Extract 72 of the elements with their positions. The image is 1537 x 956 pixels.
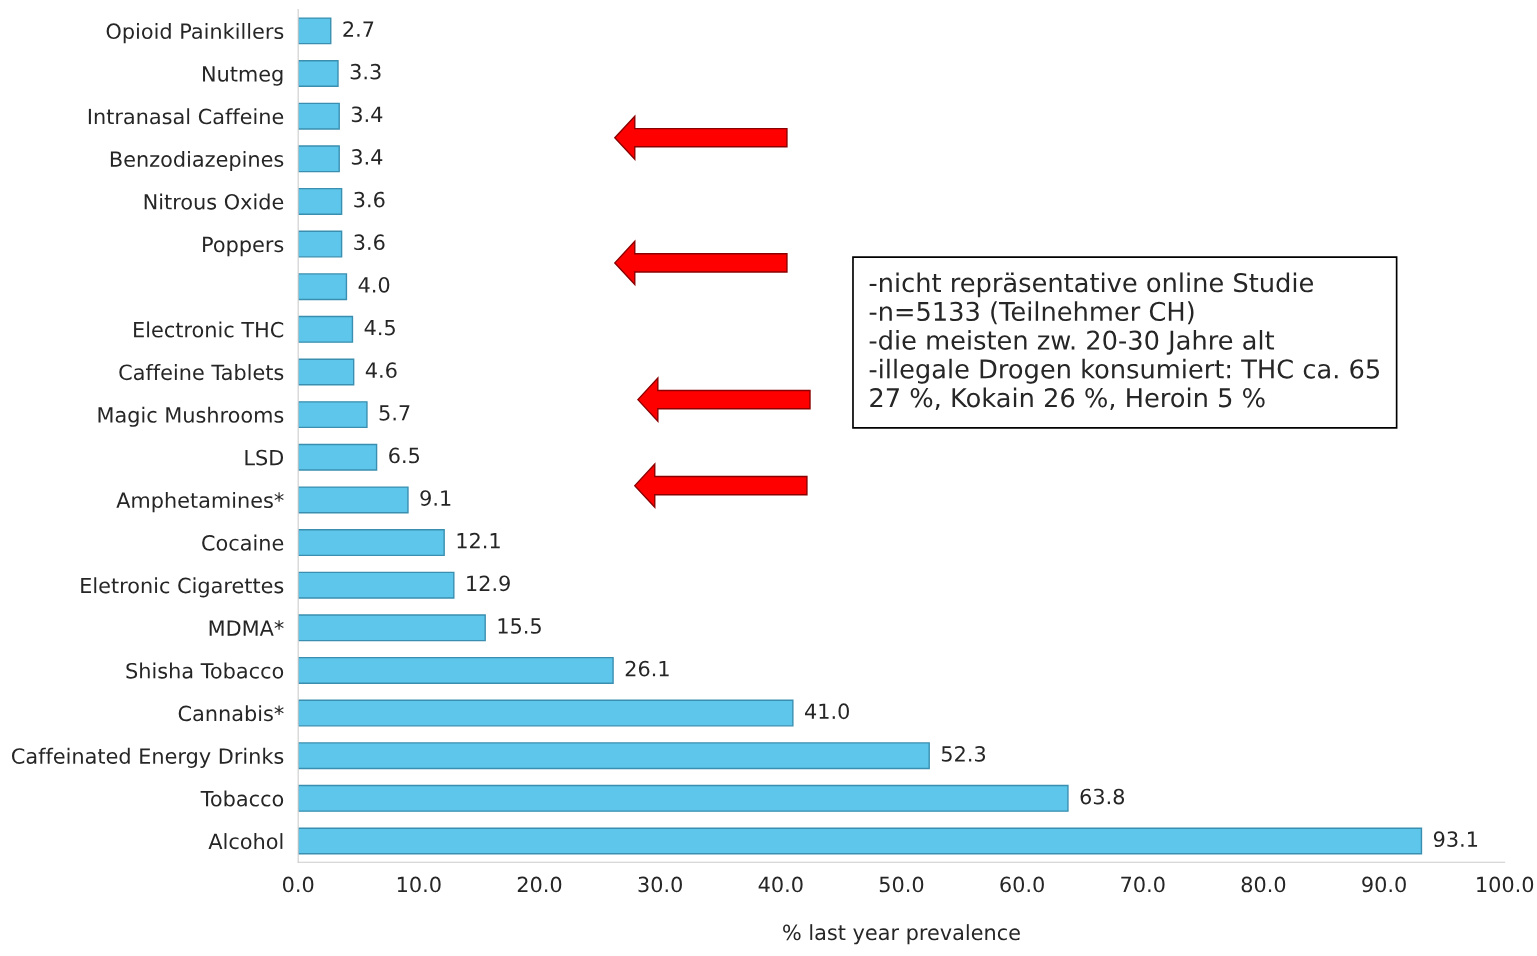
bar — [298, 784, 1069, 812]
x-tick-label: 80.0 — [1241, 876, 1286, 893]
data-label: 12.9 — [467, 575, 510, 592]
data-label: 6.5 — [389, 447, 420, 464]
bar — [298, 827, 1423, 855]
y-tick-label: Cocaine — [202, 534, 284, 551]
y-tick-label: MDMA* — [209, 620, 284, 636]
data-label: 4.0 — [358, 276, 390, 293]
y-tick-label: Electronic THC — [134, 321, 284, 338]
x-tick-label: 10.0 — [397, 876, 441, 893]
data-label: 3.4 — [351, 149, 383, 165]
x-tick-label: 90.0 — [1362, 876, 1406, 893]
x-tick-label: 40.0 — [758, 876, 803, 893]
data-label: 15.5 — [498, 618, 541, 634]
data-label: 3.3 — [350, 63, 381, 80]
y-tick-label: Caffeinated Energy Drinks — [11, 747, 284, 768]
y-tick-label: Amphetamines* — [116, 491, 284, 513]
data-label: 3.4 — [351, 106, 383, 123]
data-label: 3.6 — [354, 191, 385, 208]
data-label: 93.1 — [1433, 831, 1478, 848]
annotation: -nicht repräsentative online Studie -n=5133 (Teilnehmer CH) -die meisten zw. 20-30 Jahre alt -illegale Drogen konsumiert: THC ca. 65 27 %, Kokain 26 %, Heroin 5 % — [869, 272, 1379, 411]
bar — [298, 443, 378, 471]
data-label: 5.7 — [379, 405, 410, 421]
bar — [298, 60, 339, 88]
bar — [298, 401, 368, 429]
data-label: 41.0 — [804, 703, 849, 720]
bar — [298, 17, 332, 45]
y-tick-label: Magic Mushrooms — [98, 406, 284, 427]
x-tick-label: 100.0 — [1477, 876, 1534, 893]
y-tick-label: Benzodiazepines — [110, 150, 284, 172]
bar — [298, 145, 340, 173]
data-label: 63.8 — [1080, 788, 1125, 805]
data-label: 2.7 — [343, 21, 374, 37]
bar — [298, 614, 486, 642]
y-tick-label: Cannabis* — [178, 705, 284, 722]
bar — [298, 230, 343, 258]
y-tick-label: LSD — [245, 449, 284, 466]
x-tick-label: 70.0 — [1121, 876, 1165, 893]
data-label: 4.5 — [364, 319, 395, 336]
data-label: 26.1 — [625, 660, 669, 677]
x-axis-title: % last year prevalence — [783, 924, 1020, 945]
bar — [298, 529, 445, 557]
y-tick-label: Poppers — [203, 236, 284, 257]
y-tick-label: Shisha Tobacco — [126, 662, 284, 679]
bar — [298, 315, 354, 343]
x-tick-label: 60.0 — [1000, 876, 1044, 893]
bar — [298, 273, 348, 301]
bar — [298, 571, 455, 599]
y-tick-label: Tobacco — [200, 790, 284, 807]
x-tick-label: 30.0 — [638, 876, 682, 893]
x-tick-label: 20.0 — [517, 876, 562, 893]
data-label: 12.1 — [457, 532, 500, 549]
bar — [298, 742, 930, 770]
y-tick-label: Caffeine Tablets — [119, 364, 284, 381]
x-tick-label: 50.0 — [879, 876, 924, 893]
y-tick-label: Intranasal Caffeine — [88, 108, 284, 125]
bar — [298, 699, 794, 727]
bar — [298, 102, 340, 130]
y-tick-label: Nitrous Oxide — [144, 193, 284, 210]
bar — [298, 187, 343, 215]
data-label: 3.6 — [354, 234, 385, 251]
data-label: 4.6 — [365, 362, 397, 379]
bar — [298, 656, 614, 684]
x-tick-label: 0.0 — [282, 876, 314, 893]
y-tick-label: Alcohol — [208, 833, 283, 850]
y-tick-label: Nutmeg — [203, 66, 283, 86]
data-label: 52.3 — [941, 746, 986, 762]
y-tick-label: Eletronic Cigarettes — [81, 577, 284, 598]
bar — [298, 358, 355, 386]
bar — [298, 486, 409, 514]
y-tick-label: Opioid Painkillers — [106, 22, 284, 44]
data-label: 9.1 — [420, 490, 451, 506]
